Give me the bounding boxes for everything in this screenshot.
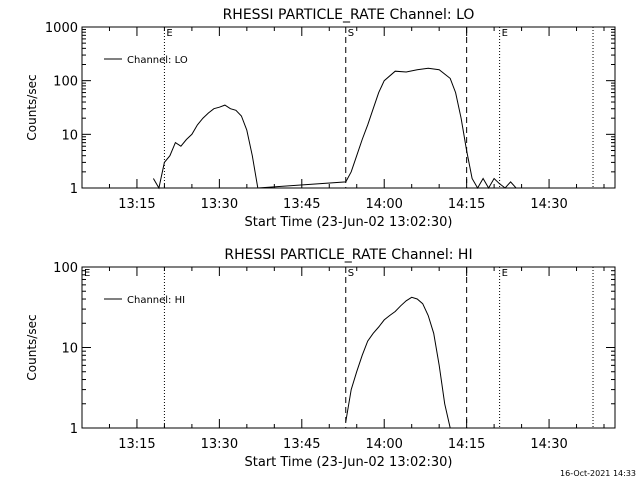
x-tick-label: 14:00 [365, 437, 402, 452]
x-tick-label: 14:30 [530, 437, 567, 452]
marker-label: E [502, 268, 508, 279]
legend-label: Channel: HI [127, 295, 185, 306]
x-tick-label: 14:30 [530, 197, 567, 212]
series-line [152, 67, 517, 190]
marker-label: S [348, 28, 354, 39]
chart-title: RHESSI PARTICLE_RATE Channel: HI [224, 247, 472, 263]
legend-label: Channel: LO [127, 55, 188, 66]
y-tick-label: 100 [53, 261, 78, 276]
x-axis-label: Start Time (23-Jun-02 13:02:30) [245, 215, 453, 230]
x-tick-label: 13:45 [283, 197, 320, 212]
y-axis-label: Counts/sec [25, 74, 39, 140]
x-tick-label: 13:30 [201, 197, 238, 212]
x-tick-label: 13:15 [118, 437, 155, 452]
x-axis-label: Start Time (23-Jun-02 13:02:30) [245, 455, 453, 470]
marker-label: E [166, 28, 172, 39]
x-tick-label: 14:15 [448, 437, 485, 452]
x-tick-label: 13:30 [201, 437, 238, 452]
y-tick-label: 100 [53, 75, 78, 90]
x-tick-label: 13:45 [283, 437, 320, 452]
marker-label: E [84, 268, 90, 279]
marker-label: S [348, 268, 354, 279]
hi-channel-panel: RHESSI PARTICLE_RATE Channel: HI Start Ti… [25, 247, 616, 470]
y-tick-label: 1 [70, 422, 78, 437]
y-axis-label: Counts/sec [25, 314, 39, 380]
y-tick-label: 1 [70, 182, 78, 197]
y-tick-label: 1000 [45, 21, 78, 36]
x-tick-label: 14:15 [448, 197, 485, 212]
y-tick-label: 10 [61, 342, 78, 357]
date-stamp: 16-Oct-2021 14:33 [560, 469, 636, 478]
lo-channel-panel: RHESSI PARTICLE_RATE Channel: LO Start Ti… [25, 7, 616, 230]
chart-title: RHESSI PARTICLE_RATE Channel: LO [223, 7, 475, 23]
y-tick-label: 10 [61, 128, 78, 143]
x-tick-label: 14:00 [365, 197, 402, 212]
plot-frame [81, 26, 616, 189]
series-line [345, 296, 451, 429]
x-tick-label: 13:15 [118, 197, 155, 212]
marker-label: E [502, 28, 508, 39]
